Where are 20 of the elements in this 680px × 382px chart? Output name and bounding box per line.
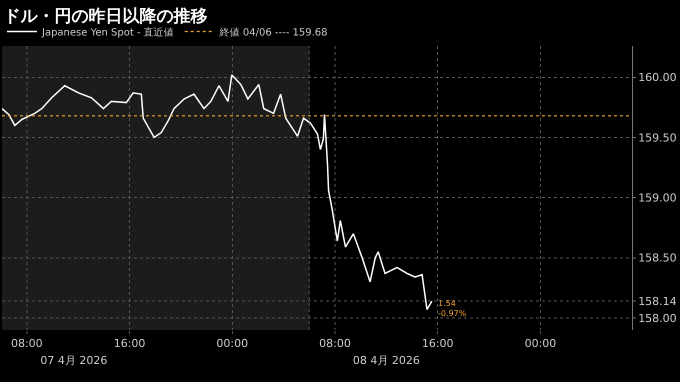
y-tick-label: 158.50 xyxy=(638,252,677,265)
x2-tick-label: 07 4月 2026 xyxy=(40,354,108,367)
x2-tick-label: 08 4月 2026 xyxy=(352,354,420,367)
annotation: 1.54 xyxy=(438,299,456,308)
x-tick-label: 00:00 xyxy=(524,337,556,350)
x-tick-label: 16:00 xyxy=(422,337,454,350)
y-tick-label: 158.14 xyxy=(638,294,677,308)
x-tick-label: 08:00 xyxy=(10,337,43,350)
y-tick-label: 159.00 xyxy=(638,191,677,204)
x-tick-label: 00:00 xyxy=(216,337,248,350)
legend-label: Japanese Yen Spot - 直近値 xyxy=(41,26,174,38)
y-tick-label: 158.00 xyxy=(638,312,677,325)
legend-label: 終値 04/06 ---- 159.68 xyxy=(218,26,328,38)
annotation: -0.97% xyxy=(438,309,467,318)
chart-title: ドル・円の昨日以降の推移 xyxy=(3,6,208,26)
x-tick-label: 08:00 xyxy=(319,337,351,350)
x-tick-label: 16:00 xyxy=(114,337,146,350)
y-tick-label: 159.50 xyxy=(638,131,677,144)
y-tick-label: 160.00 xyxy=(638,71,677,84)
line-series xyxy=(2,74,433,310)
